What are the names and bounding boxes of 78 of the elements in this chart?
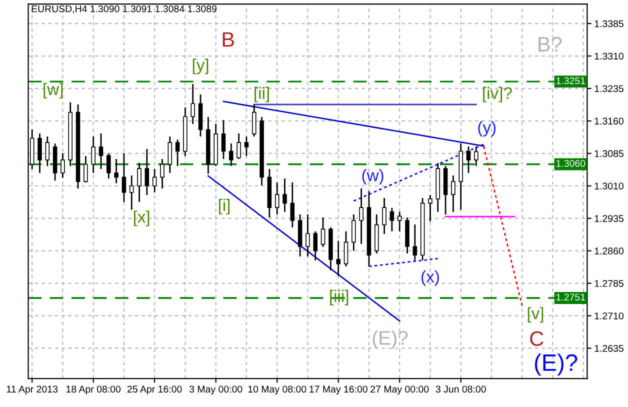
annotation: (E)? — [534, 354, 578, 376]
candlestick — [244, 136, 249, 157]
candlestick — [397, 211, 402, 232]
candlestick — [190, 83, 196, 125]
x-tick-label: 11 Apr 2013 — [6, 386, 58, 395]
annotation: B — [222, 32, 234, 47]
candlestick — [290, 182, 295, 228]
candlestick — [336, 240, 340, 277]
candlestick — [274, 182, 280, 216]
x-tick-label: 27 May 00:00 — [370, 386, 429, 395]
annotation: [y] — [192, 58, 208, 74]
y-tick-label: 1.2710 — [594, 312, 624, 320]
annotation: [ii] — [254, 86, 269, 102]
candlestick — [390, 207, 394, 232]
candlestick — [38, 132, 42, 174]
y-tick-label: 1.2860 — [594, 248, 624, 254]
chart-title: EURUSD,H4 1.3090 1.3091 1.3084 1.3089 — [32, 5, 217, 14]
y-tick-label: 1.3235 — [594, 85, 624, 92]
annotation: [x] — [134, 210, 150, 226]
candlestick — [98, 132, 104, 170]
y-tick-label: 1.2935 — [594, 215, 624, 222]
annotation: (y) — [478, 120, 496, 137]
candlestick — [359, 188, 364, 245]
annotation: [i] — [218, 198, 230, 214]
candlestick — [313, 230, 318, 262]
annotation: (E)? — [372, 330, 408, 349]
ref-line-label: 1.2751 — [556, 294, 586, 301]
x-tick-label: 25 Apr 16:00 — [128, 386, 182, 395]
candlestick — [114, 158, 118, 184]
candlestick — [137, 162, 142, 203]
x-tick-label: 3 May 00:00 — [189, 386, 242, 395]
x-tick-label: 10 May 08:00 — [248, 386, 306, 395]
candlestick — [144, 148, 150, 196]
annotation: [iv]? — [483, 86, 512, 102]
candlestick — [45, 136, 50, 167]
y-tick-label: 1.2785 — [594, 280, 624, 287]
candlestick — [412, 224, 418, 262]
candlestick — [252, 104, 256, 138]
candlestick — [84, 155, 88, 184]
y-tick-label: 1.3385 — [594, 20, 624, 28]
candlestick — [221, 119, 226, 160]
annotation: (w) — [362, 169, 384, 185]
candlestick — [168, 136, 172, 174]
ref-line-label: 1.3251 — [556, 77, 586, 84]
candlestick — [160, 158, 164, 190]
candlestick — [129, 174, 134, 210]
candlestick — [236, 132, 241, 160]
candlestick — [344, 230, 348, 268]
x-tick-label: 18 Apr 08:00 — [66, 386, 121, 395]
candlestick — [451, 174, 456, 213]
x-tick-label: 3 Jun 08:00 — [436, 386, 486, 393]
candlestick — [320, 216, 326, 248]
candlestick — [175, 138, 180, 167]
y-tick-label: 1.3085 — [594, 150, 624, 158]
candlestick — [229, 142, 234, 167]
annotation: (x) — [422, 270, 439, 286]
annotation: [v] — [528, 307, 544, 323]
candlestick — [306, 214, 310, 258]
candlestick — [428, 194, 432, 222]
annotation: B? — [538, 36, 562, 52]
candlestick — [474, 146, 478, 167]
x-tick-label: 17 May 16:00 — [310, 386, 368, 395]
candlestick — [152, 168, 157, 194]
y-tick-label: 1.2635 — [594, 344, 624, 352]
y-tick-label: 1.3310 — [594, 52, 624, 60]
y-tick-label: 1.3160 — [594, 118, 624, 125]
candlestick — [466, 146, 471, 174]
candlestick — [106, 152, 111, 180]
annotation: [w] — [44, 82, 63, 98]
annotation: C — [530, 331, 544, 346]
candlestick — [91, 136, 96, 174]
ref-line-label: 1.3060 — [556, 160, 586, 167]
candlestick — [382, 197, 386, 235]
candlestick — [60, 152, 65, 178]
y-tick-label: 1.3010 — [594, 182, 624, 190]
candlestick — [352, 214, 356, 252]
candlestick — [122, 152, 126, 203]
candlestick — [282, 178, 287, 213]
